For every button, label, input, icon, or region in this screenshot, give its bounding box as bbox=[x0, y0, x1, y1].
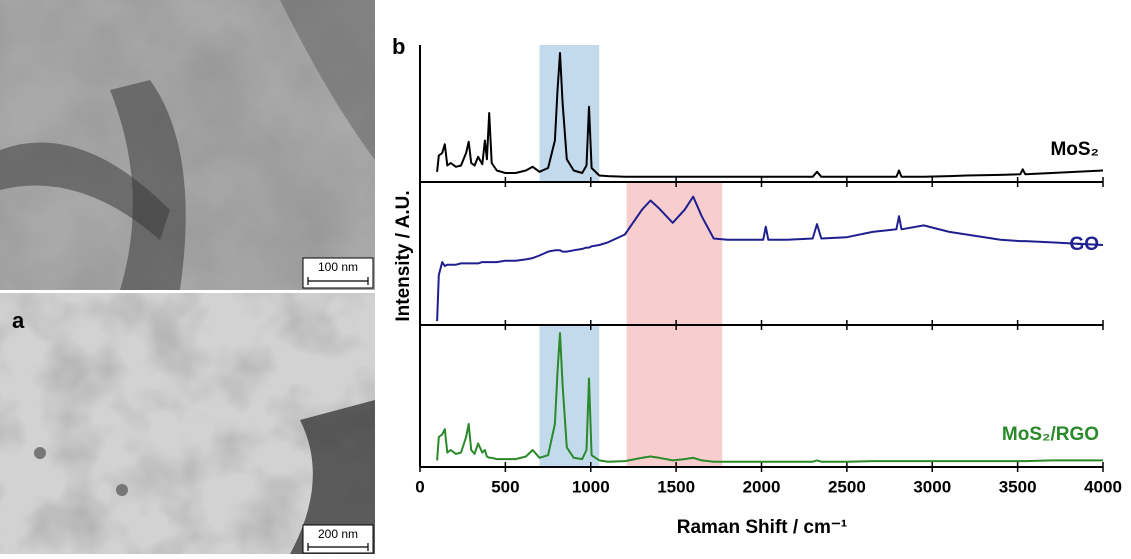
x-tick-label: 2500 bbox=[828, 477, 866, 496]
x-tick-label: 2000 bbox=[743, 477, 781, 496]
x-tick-label: 3000 bbox=[913, 477, 951, 496]
spectrum-line bbox=[436, 332, 1103, 463]
tem-image-top: 100 nm bbox=[0, 0, 375, 290]
x-tick-label: 3500 bbox=[999, 477, 1037, 496]
x-tick-label: 0 bbox=[415, 477, 424, 496]
scale-bar-box bbox=[302, 524, 374, 554]
tem-image-bottom: a 200 nm bbox=[0, 293, 375, 554]
panel-label: b bbox=[392, 34, 405, 59]
x-axis-label: Raman Shift / cm⁻¹ bbox=[677, 517, 848, 538]
scale-bar-label: 200 nm bbox=[318, 527, 358, 541]
series-label: MoS₂/RGO bbox=[1002, 424, 1099, 445]
spectrum-line bbox=[436, 52, 1104, 178]
highlight-band bbox=[626, 325, 723, 467]
series-label: GO bbox=[1069, 234, 1099, 255]
x-tick-label: 1500 bbox=[657, 477, 695, 496]
scale-bar-label: 100 nm bbox=[318, 260, 358, 274]
scale-bar-box bbox=[302, 257, 374, 289]
panel-label: a bbox=[12, 308, 25, 333]
spectrum-line bbox=[436, 195, 1104, 322]
highlight-band bbox=[626, 182, 723, 325]
x-tick-label: 500 bbox=[491, 477, 519, 496]
x-tick-label: 4000 bbox=[1084, 477, 1122, 496]
x-tick-label: 1000 bbox=[572, 477, 610, 496]
y-axis-label: Intensity / A.U. bbox=[393, 190, 414, 321]
series-label: MoS₂ bbox=[1050, 139, 1099, 160]
